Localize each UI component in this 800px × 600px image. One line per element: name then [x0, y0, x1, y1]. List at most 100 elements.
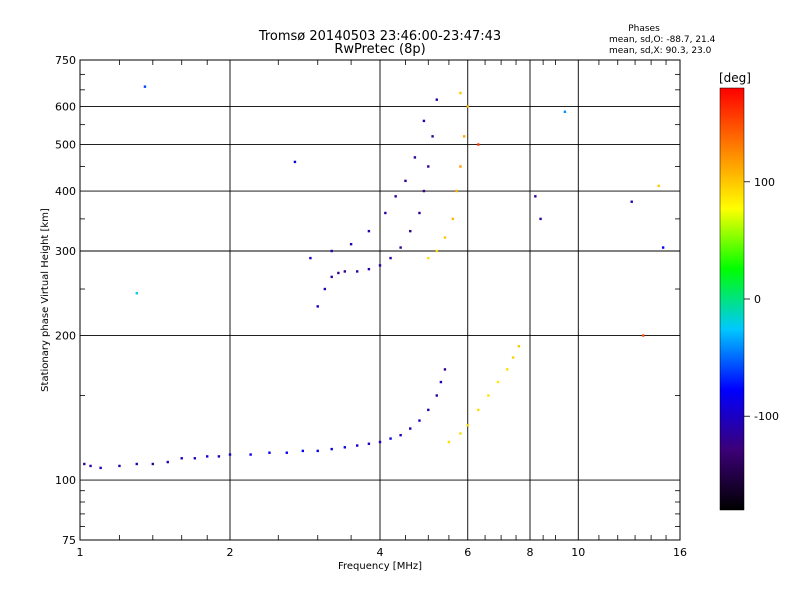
data-point [534, 195, 537, 198]
data-point [389, 437, 392, 440]
data-point [193, 457, 197, 460]
data-point [487, 394, 490, 397]
data-point [459, 91, 462, 95]
data-point [367, 267, 371, 271]
data-point [330, 447, 333, 451]
data-point [447, 440, 451, 444]
x-tick-label: 10 [571, 546, 585, 559]
data-point [135, 462, 138, 466]
data-point [268, 451, 271, 454]
data-point [466, 424, 469, 427]
data-point [422, 189, 426, 193]
y-tick-label: 500 [55, 139, 76, 152]
data-point [389, 256, 392, 260]
data-point [563, 110, 567, 113]
data-point [330, 275, 333, 279]
data-point [409, 229, 412, 233]
data-point [399, 433, 402, 437]
data-point [418, 211, 421, 215]
plot-frame [79, 59, 681, 541]
data-point [118, 464, 121, 468]
data-point [378, 440, 382, 444]
data-point [511, 356, 515, 359]
data-point [89, 464, 92, 468]
data-point [217, 455, 221, 458]
data-point [151, 462, 155, 466]
data-point [505, 368, 509, 371]
stats-x-line: mean, sd,X: 90.3, 23.0 [609, 46, 712, 56]
data-point [661, 246, 665, 249]
y-tick-label: 400 [55, 185, 76, 198]
data-point [143, 85, 147, 88]
data-point [539, 217, 542, 221]
data-point [435, 98, 438, 101]
data-point [435, 394, 438, 397]
data-point [427, 165, 430, 168]
data-point [466, 105, 469, 108]
data-point [394, 195, 397, 198]
data-point [418, 419, 421, 422]
data-point [249, 453, 252, 456]
data-point [384, 211, 387, 215]
stats-o-line: mean, sd,O: -88.7, 21.4 [609, 35, 716, 45]
y-tick-label: 600 [55, 101, 76, 114]
colorbar-label: [deg] [719, 71, 751, 85]
data-point [180, 457, 183, 460]
data-point [316, 305, 319, 308]
data-point [323, 287, 327, 291]
y-tick-label: 200 [55, 330, 76, 343]
data-point [293, 160, 297, 164]
data-point [135, 292, 138, 295]
chart-subtitle: RwPretec (8p) [334, 42, 425, 57]
data-point [630, 200, 633, 203]
y-tick-label: 75 [62, 534, 76, 547]
x-tick-label: 6 [464, 546, 471, 559]
x-tick-label: 8 [527, 546, 534, 559]
data-point [451, 217, 455, 221]
data-point [439, 380, 443, 384]
data-point [642, 334, 645, 337]
data-point [409, 427, 412, 430]
data-point [228, 453, 232, 456]
x-tick-label: 1 [77, 546, 84, 559]
data-point [378, 264, 382, 267]
data-point [301, 449, 305, 453]
data-point [443, 368, 447, 371]
colorbar-ticks: 100 0 -100 [744, 176, 779, 423]
stats-heading: Phases [628, 24, 660, 34]
data-point [349, 242, 353, 246]
data-point [422, 119, 426, 123]
data-point [367, 442, 371, 445]
data-point [367, 229, 371, 233]
data-point [330, 249, 333, 253]
y-tick-label: 300 [55, 245, 76, 258]
data-point [459, 165, 462, 168]
data-point [83, 462, 86, 466]
data-point [355, 444, 359, 447]
data-point [404, 179, 407, 183]
data-point [459, 432, 462, 435]
y-axis-label: Stationary phase Virtual Height [km] [40, 208, 51, 392]
data-point [343, 270, 347, 273]
data-point [166, 460, 169, 464]
colorbar-tick-label: 100 [754, 176, 775, 189]
data-point [435, 249, 438, 253]
data-points [83, 85, 665, 470]
data-point [427, 408, 430, 412]
data-point [309, 256, 312, 260]
chart-title: Tromsø 20140503 23:46:00-23:47:43 [258, 29, 501, 44]
data-point [285, 451, 288, 454]
data-point [399, 246, 402, 249]
data-point [455, 189, 458, 193]
x-tick-label: 2 [227, 546, 234, 559]
data-point [413, 156, 417, 159]
data-point [477, 143, 480, 146]
y-tick-label: 750 [55, 54, 76, 67]
data-point [477, 408, 480, 412]
colorbar [719, 87, 745, 511]
data-point [337, 271, 340, 275]
x-tick-label: 16 [673, 546, 687, 559]
data-point [427, 256, 430, 260]
data-point [431, 135, 434, 138]
